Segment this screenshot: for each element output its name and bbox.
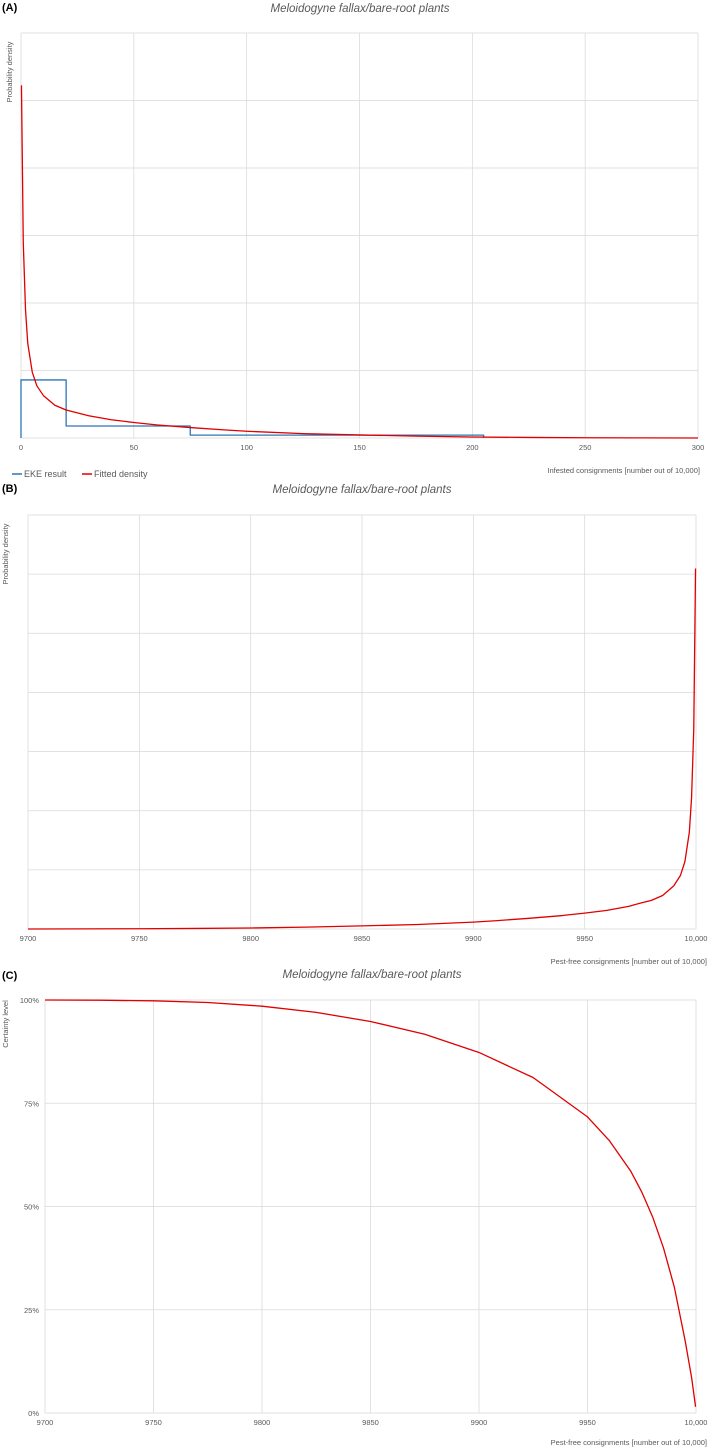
x-tick-label: 100 [240, 443, 253, 452]
x-tick-label: 200 [466, 443, 479, 452]
x-tick-label: 9900 [471, 1418, 488, 1427]
panel-a-series [20, 85, 699, 439]
eke-result-step-line [20, 379, 485, 438]
x-tick-label: 9700 [20, 934, 37, 943]
legend-fitted-label: Fitted density [94, 469, 148, 479]
panel-c: (C) Meloidogyne fallax/bare-root plants … [1, 969, 707, 1447]
x-tick-label: 9700 [37, 1418, 54, 1427]
y-tick-label: 75% [24, 1099, 39, 1108]
legend-eke-label: EKE result [24, 469, 67, 479]
y-tick-label: 25% [24, 1306, 39, 1315]
x-tick-label: 9800 [254, 1418, 271, 1427]
x-tick-label: 9950 [579, 1418, 596, 1427]
panel-a-letter: (A) [2, 2, 18, 14]
panel-c-y-ticks: 0% 25% 50% 75% 100% [20, 996, 40, 1418]
panel-c-ylabel: Certainty level [1, 1000, 10, 1048]
x-tick-label: 9750 [145, 1418, 162, 1427]
pest-free-density-line [27, 568, 697, 930]
panel-c-xlabel: Pest-free consignments [number out of 10… [551, 1438, 707, 1447]
x-tick-label: 9750 [131, 934, 148, 943]
panel-c-series [44, 999, 697, 1407]
x-tick-label: 9800 [242, 934, 259, 943]
x-tick-label: 9850 [362, 1418, 379, 1427]
x-tick-label: 10,000 [685, 934, 708, 943]
x-tick-label: 150 [353, 443, 366, 452]
x-tick-label: 9950 [576, 934, 593, 943]
x-tick-label: 9900 [465, 934, 482, 943]
x-tick-label: 250 [579, 443, 592, 452]
panel-b-series [27, 568, 697, 930]
panel-a: (A) Meloidogyne fallax/bare-root plants … [2, 2, 704, 479]
panel-a-xlabel: Infested consignments [number out of 10,… [547, 466, 700, 475]
y-tick-label: 0% [28, 1409, 39, 1418]
x-tick-label: 50 [130, 443, 138, 452]
panel-a-legend: EKE result Fitted density [12, 469, 148, 479]
certainty-level-line [44, 999, 697, 1407]
y-tick-label: 100% [20, 996, 40, 1005]
panel-a-x-ticks: 0 50 100 150 200 250 300 [19, 443, 704, 452]
panel-b-gridlines [27, 514, 697, 930]
panel-b-x-ticks: 9700 9750 9800 9850 9900 9950 10,000 [20, 934, 708, 943]
panel-a-gridlines [20, 32, 699, 439]
panel-b-ylabel: Probability density [1, 523, 10, 584]
panel-a-title: Meloidogyne fallax/bare-root plants [271, 3, 450, 15]
panel-c-gridlines [44, 999, 697, 1414]
x-tick-label: 300 [692, 443, 705, 452]
panel-b-letter: (B) [2, 483, 18, 495]
x-tick-label: 9850 [354, 934, 371, 943]
panel-b: (B) Meloidogyne fallax/bare-root plants … [1, 483, 707, 966]
panel-c-title: Meloidogyne fallax/bare-root plants [283, 969, 462, 981]
x-tick-label: 10,000 [685, 1418, 708, 1427]
panel-b-title: Meloidogyne fallax/bare-root plants [273, 484, 452, 496]
y-tick-label: 50% [24, 1203, 39, 1212]
panel-b-xlabel: Pest-free consignments [number out of 10… [551, 957, 707, 966]
x-tick-label: 0 [19, 443, 23, 452]
panel-c-letter: (C) [2, 970, 18, 982]
panel-a-ylabel: Probability density [5, 41, 14, 102]
fitted-density-line [20, 85, 699, 439]
panel-c-x-ticks: 9700 9750 9800 9850 9900 9950 10,000 [37, 1418, 708, 1427]
